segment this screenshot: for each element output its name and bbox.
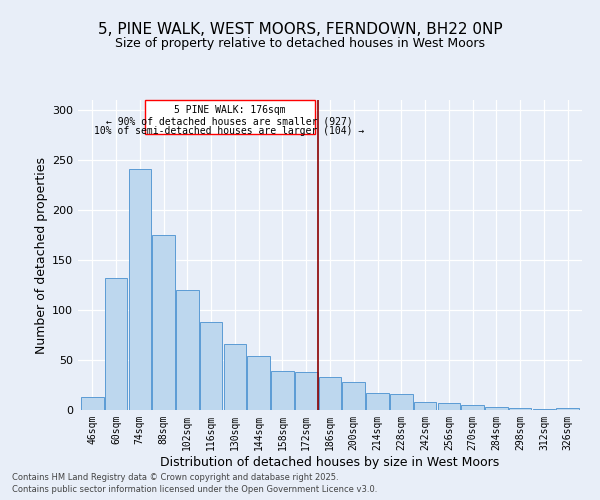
Bar: [176, 290, 199, 410]
Bar: [509, 408, 532, 410]
Bar: [224, 344, 246, 410]
Text: 5 PINE WALK: 176sqm: 5 PINE WALK: 176sqm: [174, 105, 286, 115]
FancyBboxPatch shape: [145, 100, 314, 134]
Bar: [105, 278, 127, 410]
Bar: [366, 393, 389, 410]
Bar: [461, 405, 484, 410]
Bar: [485, 407, 508, 410]
Bar: [390, 394, 413, 410]
X-axis label: Distribution of detached houses by size in West Moors: Distribution of detached houses by size …: [160, 456, 500, 468]
Bar: [295, 372, 317, 410]
Text: ← 90% of detached houses are smaller (927): ← 90% of detached houses are smaller (92…: [106, 116, 353, 126]
Bar: [556, 408, 579, 410]
Bar: [200, 322, 223, 410]
Text: 5, PINE WALK, WEST MOORS, FERNDOWN, BH22 0NP: 5, PINE WALK, WEST MOORS, FERNDOWN, BH22…: [98, 22, 502, 38]
Bar: [128, 169, 151, 410]
Text: 10% of semi-detached houses are larger (104) →: 10% of semi-detached houses are larger (…: [94, 126, 365, 136]
Bar: [437, 403, 460, 410]
Text: Contains public sector information licensed under the Open Government Licence v3: Contains public sector information licen…: [12, 485, 377, 494]
Text: Contains HM Land Registry data © Crown copyright and database right 2025.: Contains HM Land Registry data © Crown c…: [12, 474, 338, 482]
Bar: [319, 377, 341, 410]
Bar: [247, 356, 270, 410]
Bar: [414, 402, 436, 410]
Y-axis label: Number of detached properties: Number of detached properties: [35, 156, 48, 354]
Bar: [152, 235, 175, 410]
Bar: [343, 382, 365, 410]
Bar: [533, 409, 555, 410]
Bar: [271, 371, 294, 410]
Text: Size of property relative to detached houses in West Moors: Size of property relative to detached ho…: [115, 38, 485, 51]
Bar: [81, 397, 104, 410]
